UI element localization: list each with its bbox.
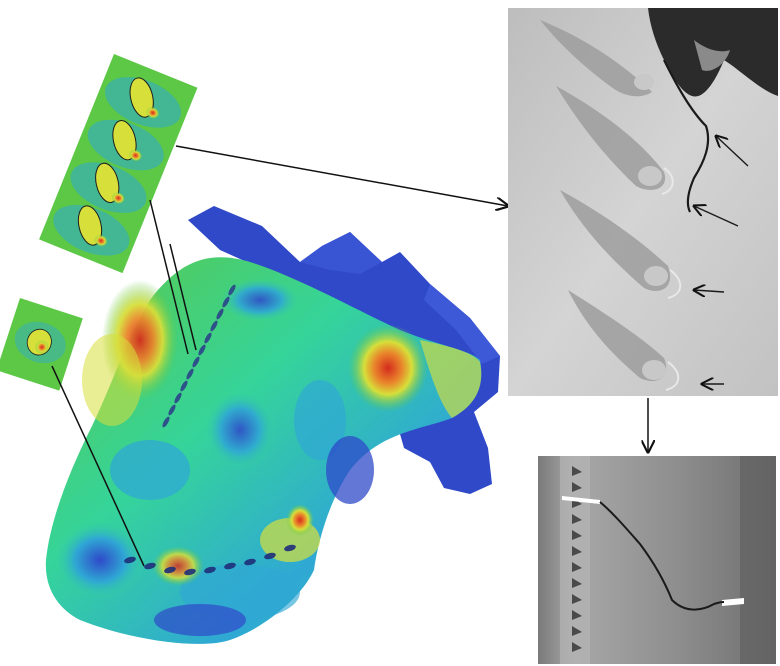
leader-line-zoom-to-photo [175, 145, 508, 206]
leader-line-zoom-to-blade-1 [149, 199, 189, 355]
cooling-hole-row-upper [162, 284, 236, 428]
leader-lines [51, 145, 648, 567]
arrowhead-icon [694, 136, 749, 384]
fea-stress-contour-turbine-blade [45, 206, 500, 644]
leader-line-zoom-to-blade-2 [169, 243, 197, 351]
photo-cracked-blade-surface [538, 456, 776, 664]
leader-line-hole-to-blade [51, 365, 145, 567]
cooling-hole-row-lower [124, 544, 296, 576]
fea-zoom-cooling-holes [39, 54, 198, 274]
blade-crack-line [599, 501, 725, 611]
fea-zoom-single-hole [0, 298, 83, 391]
photo-cracked-cooling-holes [508, 8, 778, 396]
crack-line [663, 59, 710, 213]
